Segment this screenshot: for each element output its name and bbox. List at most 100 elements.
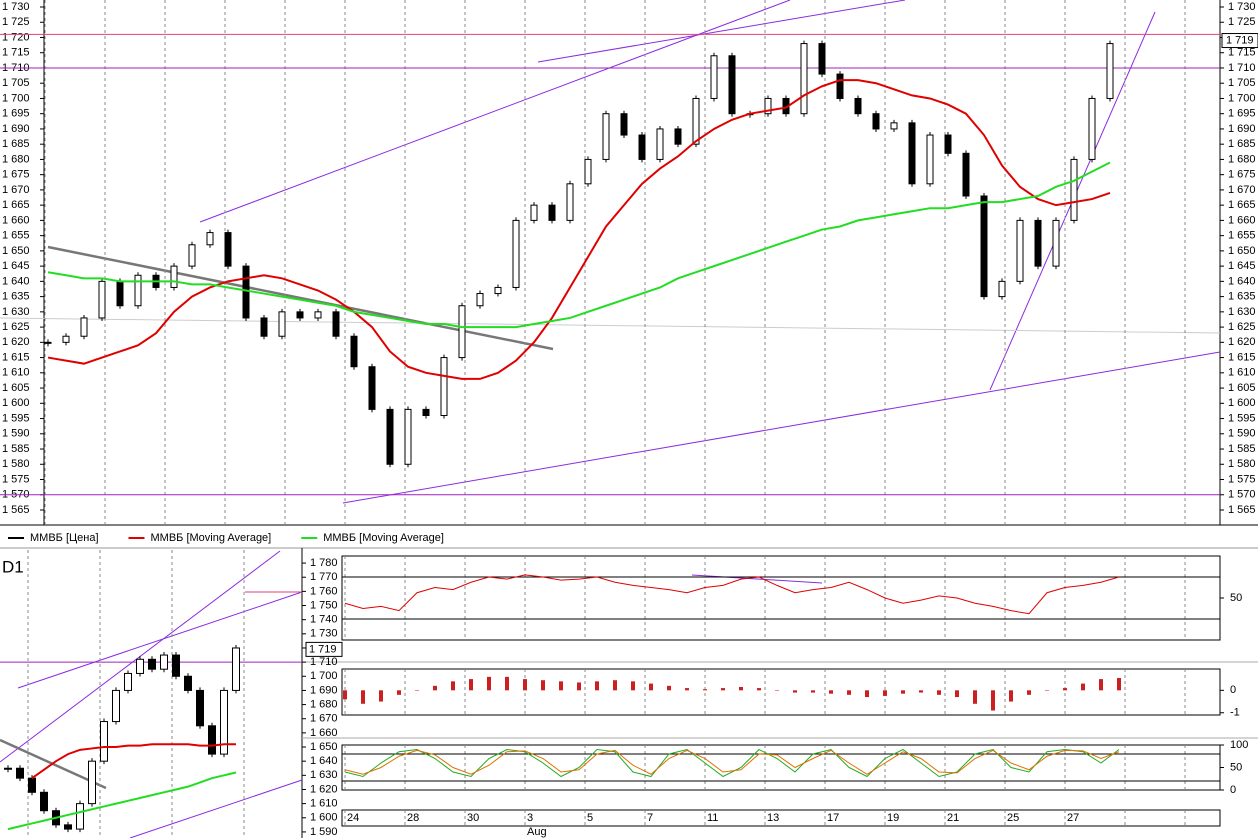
histogram-bar	[991, 690, 995, 711]
y-tick-label: 1 605	[2, 382, 30, 394]
candle	[890, 122, 898, 130]
legend-label: ММВБ [Moving Average]	[323, 532, 444, 544]
y-tick-label: 1 710	[310, 656, 338, 668]
y-tick-label: 1 675	[2, 169, 30, 181]
candle	[278, 311, 286, 337]
histogram-bar	[649, 683, 653, 691]
candle	[1034, 219, 1042, 267]
candle	[100, 721, 108, 762]
candle	[76, 803, 84, 830]
y-tick-label: 1 760	[310, 585, 338, 597]
y-tick-label: 1 680	[1228, 153, 1256, 165]
legend-label: ММВБ [Цена]	[30, 532, 99, 544]
ma-line	[47, 161, 1111, 329]
y-tick-label: 1 610	[2, 367, 30, 379]
candle	[296, 311, 304, 319]
y-tick-label: 1 665	[1228, 199, 1256, 211]
histogram-bar	[541, 680, 545, 691]
candle	[620, 113, 628, 136]
y-tick-label: 1 580	[1228, 458, 1256, 470]
histogram-bar	[865, 690, 869, 698]
candle	[196, 689, 204, 727]
candle	[638, 134, 646, 160]
y-tick-label: 1 625	[2, 321, 30, 333]
y-tick-label: 1 670	[1228, 184, 1256, 196]
y-tick-label: 1 725	[2, 16, 30, 28]
histogram-bar	[613, 680, 617, 691]
y-tick-label: 1 700	[1228, 92, 1256, 104]
y-tick-label: 1 620	[310, 783, 338, 795]
y-tick-label: 1 615	[1228, 351, 1256, 363]
candle	[124, 672, 132, 691]
y-tick-label: 1 665	[2, 199, 30, 211]
candle	[170, 265, 178, 288]
y-tick-label: 1 645	[2, 260, 30, 272]
candle	[404, 408, 412, 465]
y-tick-label: 1 585	[1228, 443, 1256, 455]
y-tick-label: 1 605	[1228, 382, 1256, 394]
histogram-bar	[487, 676, 491, 691]
histogram-bar	[685, 688, 689, 691]
histogram-bar	[901, 690, 905, 694]
candle	[332, 311, 340, 337]
candle	[674, 128, 682, 145]
histogram-bar	[523, 679, 527, 691]
candle	[242, 265, 250, 319]
y-tick-label: 1 625	[1228, 321, 1256, 333]
histogram-bar	[1063, 688, 1067, 691]
y-tick-label: 1 640	[310, 755, 338, 767]
candle	[800, 43, 808, 115]
y-tick-label: 1 715	[1228, 47, 1256, 59]
last-price-box	[1221, 33, 1258, 49]
candle	[1088, 97, 1096, 160]
histogram-bar	[739, 686, 743, 691]
candle	[530, 204, 538, 221]
candle	[206, 232, 214, 246]
y-tick-label: 1 750	[310, 599, 338, 611]
histogram-bar	[811, 690, 815, 693]
histogram-bar	[793, 690, 797, 693]
y-tick-label: 50	[1230, 761, 1242, 773]
candle	[710, 55, 718, 99]
histogram-bar	[1117, 677, 1121, 691]
histogram-bar	[361, 690, 365, 704]
trend-line	[0, 317, 1221, 334]
y-tick-label: 1 565	[2, 504, 30, 516]
y-tick-label: 1 630	[310, 769, 338, 781]
y-tick-label: 1 620	[2, 336, 30, 348]
candle	[512, 219, 520, 288]
x-tick-label: 17	[827, 812, 839, 824]
histogram-bar	[1099, 679, 1103, 691]
candle	[260, 317, 268, 337]
y-tick-label: 1 655	[2, 230, 30, 242]
y-tick-label: 1 610	[310, 798, 338, 810]
y-tick-label: 1 635	[1228, 291, 1256, 303]
candle	[64, 824, 72, 830]
y-tick-label: -1	[1230, 707, 1240, 719]
y-tick-label: 1 695	[1228, 108, 1256, 120]
histogram-bar	[343, 690, 347, 700]
histogram-bar	[937, 690, 941, 695]
histogram-bar	[955, 690, 959, 698]
candle	[80, 317, 88, 337]
y-tick-label: 1 700	[310, 670, 338, 682]
histogram-bar	[1009, 690, 1013, 702]
y-tick-label: 1 595	[2, 412, 30, 424]
x-tick-label: 5	[587, 812, 593, 824]
date-frame	[341, 809, 1221, 827]
candle	[16, 767, 24, 779]
candle	[208, 725, 216, 755]
ma-line	[31, 743, 236, 779]
y-tick-label: 1 650	[1228, 245, 1256, 257]
histogram-bar	[883, 690, 887, 696]
y-tick-label: 1 690	[310, 684, 338, 696]
x-tick-label: 21	[947, 812, 959, 824]
y-tick-label: 1 580	[2, 458, 30, 470]
candle	[98, 280, 106, 319]
y-tick-label: 1 600	[2, 397, 30, 409]
histogram-bar	[703, 689, 707, 691]
y-tick-label: 1 730	[2, 1, 30, 13]
ma-line	[344, 749, 1120, 775]
histogram-bar	[1081, 683, 1085, 691]
y-tick-label: 0	[1230, 684, 1236, 696]
